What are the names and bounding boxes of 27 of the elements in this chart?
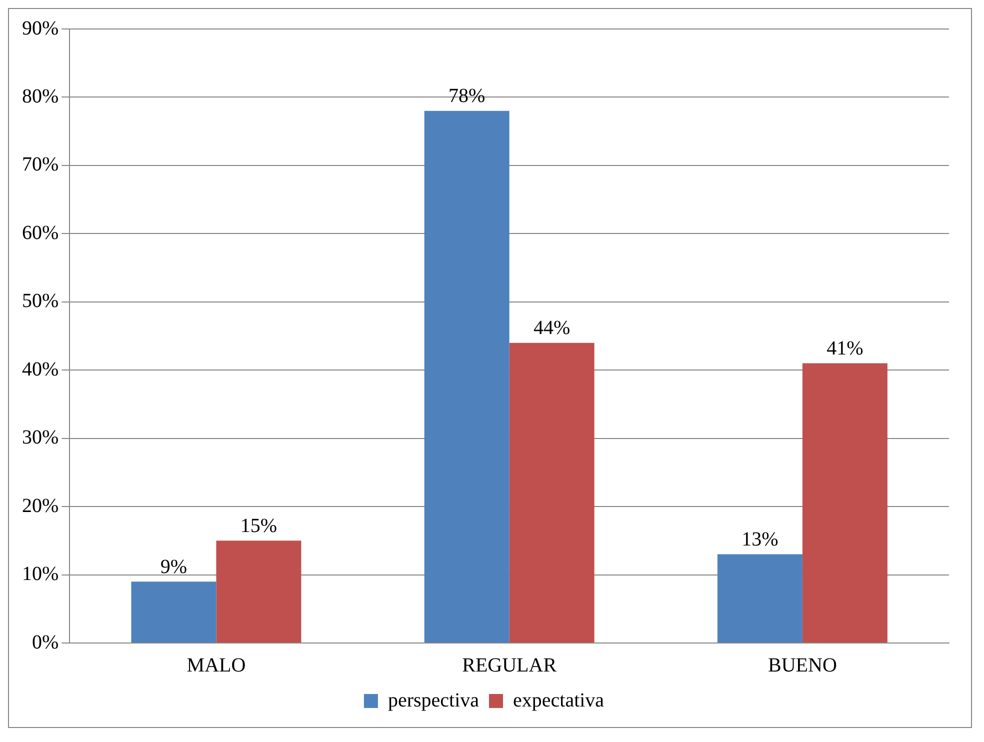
- data-label: 44%: [533, 317, 570, 340]
- bar: [802, 363, 888, 642]
- bar: [216, 540, 302, 642]
- y-tick-label: 50%: [22, 290, 59, 312]
- y-tick-label: 20%: [22, 494, 59, 517]
- legend-label: perspectiva: [388, 689, 480, 712]
- data-label: 15%: [240, 514, 278, 537]
- data-label: 41%: [826, 338, 864, 360]
- y-tick-label: 10%: [22, 563, 59, 586]
- y-tick-label: 80%: [22, 85, 59, 108]
- data-label: 13%: [742, 528, 778, 551]
- bar: [424, 110, 510, 642]
- legend-label: expectativa: [513, 689, 604, 712]
- bar: [717, 554, 802, 642]
- y-tick-label: 40%: [22, 358, 59, 380]
- bar: [509, 342, 594, 642]
- y-tick-label: 60%: [22, 222, 59, 244]
- bar: [131, 582, 216, 642]
- x-tick-label: REGULAR: [462, 654, 558, 676]
- y-tick-label: 30%: [22, 426, 59, 449]
- y-tick-label: 90%: [22, 17, 59, 40]
- y-tick-label: 70%: [22, 154, 59, 176]
- y-tick-label: 0%: [32, 631, 59, 654]
- data-label: 9%: [160, 556, 188, 578]
- x-tick-label: BUENO: [768, 654, 837, 676]
- data-label: 78%: [448, 85, 486, 108]
- x-tick-label: MALO: [186, 654, 246, 676]
